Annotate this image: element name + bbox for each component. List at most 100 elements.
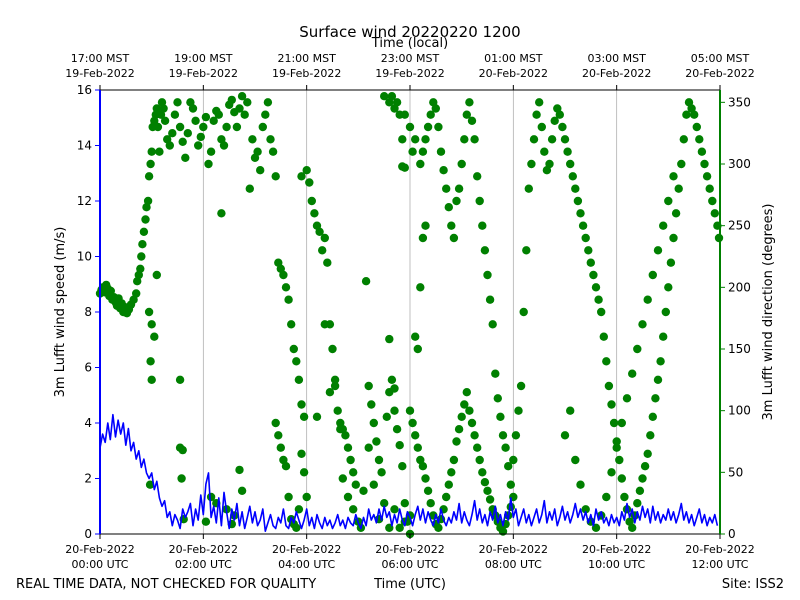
direction-point <box>664 283 673 292</box>
direction-point <box>411 135 420 144</box>
direction-point <box>199 122 208 132</box>
direction-point <box>380 92 389 101</box>
x-tick-date: 20-Feb-2022 <box>65 543 134 556</box>
direction-point <box>175 122 185 132</box>
direction-point <box>532 110 541 119</box>
direction-point <box>442 184 451 193</box>
direction-point <box>434 523 443 532</box>
direction-point <box>423 122 433 132</box>
direction-point <box>268 147 278 156</box>
direction-point <box>159 104 168 113</box>
direction-point <box>292 523 301 532</box>
direction-point <box>452 196 461 206</box>
direction-point <box>364 381 373 391</box>
direction-point <box>638 474 647 483</box>
direction-point <box>478 468 487 477</box>
direction-point <box>325 388 335 397</box>
direction-point <box>400 499 409 508</box>
direction-point <box>648 270 657 280</box>
direction-point <box>599 332 608 341</box>
direction-point <box>338 474 347 483</box>
direction-point <box>206 492 216 502</box>
direction-point <box>387 92 397 101</box>
direction-point <box>372 437 381 446</box>
direction-point <box>188 104 198 113</box>
direction-point <box>380 499 389 508</box>
x-tick-date: 20-Feb-2022 <box>685 543 754 556</box>
direction-point <box>160 116 170 126</box>
direction-point <box>330 375 340 384</box>
direction-point <box>581 505 590 514</box>
direction-point <box>475 455 484 465</box>
direction-point <box>460 135 469 144</box>
direction-point <box>573 196 583 206</box>
direction-point <box>571 455 580 465</box>
direction-point <box>315 227 324 236</box>
direction-point <box>640 462 650 471</box>
direction-point <box>248 135 257 144</box>
direction-point <box>400 163 409 172</box>
direction-point <box>690 110 699 119</box>
direction-point <box>343 492 353 502</box>
direction-point <box>330 381 340 391</box>
direction-point <box>258 122 267 132</box>
direction-point <box>310 209 319 218</box>
direction-point <box>235 104 244 113</box>
top-tick-date: 20-Feb-2022 <box>582 67 651 80</box>
direction-point <box>323 258 332 267</box>
direction-point <box>488 320 497 329</box>
direction-point <box>387 375 397 384</box>
direction-point <box>465 406 474 415</box>
direction-point <box>395 441 404 450</box>
top-tick-time: 05:00 MST <box>691 52 750 65</box>
direction-point <box>653 246 663 255</box>
direction-point <box>146 159 155 169</box>
top-tick-time: 19:00 MST <box>174 52 233 65</box>
direction-point <box>418 147 428 156</box>
direction-point <box>560 135 570 144</box>
direction-point <box>390 505 399 514</box>
direction-point <box>460 400 469 409</box>
direction-point <box>550 116 559 126</box>
direction-point <box>527 159 536 169</box>
direction-point <box>364 443 373 452</box>
direction-point <box>529 135 539 144</box>
direction-point <box>341 431 350 440</box>
direction-tick-label: 100 <box>728 404 751 418</box>
x-tick-date: 20-Feb-2022 <box>375 543 444 556</box>
direction-point <box>454 184 464 193</box>
x-tick-time: 02:00 UTC <box>175 558 232 571</box>
direction-point <box>633 499 642 508</box>
direction-point <box>374 455 384 465</box>
direction-point <box>253 147 262 156</box>
direction-point <box>506 480 515 489</box>
direction-point <box>245 184 254 193</box>
top-tick-date: 19-Feb-2022 <box>169 67 238 80</box>
direction-point <box>643 449 652 458</box>
direction-point <box>416 159 425 169</box>
direction-point <box>294 375 304 384</box>
direction-point <box>576 209 585 218</box>
direction-point <box>263 98 273 107</box>
direction-point <box>661 307 670 317</box>
direction-point <box>302 166 311 175</box>
direction-point <box>297 172 306 181</box>
direction-tick-label: 150 <box>728 342 751 356</box>
direction-point <box>170 110 180 119</box>
direction-point <box>426 110 435 119</box>
direction-point <box>349 468 358 477</box>
direction-point <box>568 172 577 181</box>
direction-point <box>501 443 510 452</box>
direction-point <box>144 172 154 181</box>
direction-point <box>447 221 456 230</box>
direction-point <box>146 357 155 366</box>
direction-point <box>398 462 407 471</box>
direction-point <box>589 270 598 280</box>
direction-point <box>271 418 280 428</box>
direction-point <box>297 400 306 409</box>
direction-point <box>664 196 673 206</box>
direction-point <box>217 209 226 218</box>
footer-site: Site: ISS2 <box>722 577 784 592</box>
speed-tick-label: 0 <box>84 527 92 541</box>
direction-point <box>178 137 187 146</box>
